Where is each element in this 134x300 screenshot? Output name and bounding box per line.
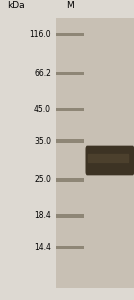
Text: M: M <box>66 2 74 10</box>
FancyBboxPatch shape <box>88 154 129 163</box>
Text: 45.0: 45.0 <box>34 105 51 114</box>
Bar <box>56 18 134 288</box>
Text: 18.4: 18.4 <box>34 212 51 220</box>
Text: 35.0: 35.0 <box>34 136 51 146</box>
Bar <box>56 139 84 143</box>
Text: 66.2: 66.2 <box>34 69 51 78</box>
FancyBboxPatch shape <box>85 146 134 175</box>
Bar <box>56 178 84 182</box>
Bar <box>56 214 84 218</box>
Bar <box>56 71 84 75</box>
Text: kDa: kDa <box>7 2 25 10</box>
Text: 14.4: 14.4 <box>34 243 51 252</box>
Bar <box>56 245 84 250</box>
Bar <box>56 107 84 111</box>
Text: 25.0: 25.0 <box>34 176 51 184</box>
Text: 116.0: 116.0 <box>29 30 51 39</box>
Bar <box>56 32 84 36</box>
